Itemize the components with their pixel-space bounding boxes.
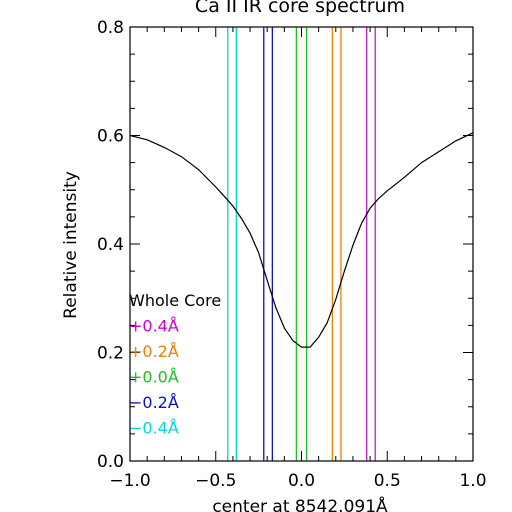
y-tick-label-0: 0.0 bbox=[97, 452, 124, 472]
x-tick-label-2: 0.0 bbox=[288, 471, 315, 491]
axes: −1.0 −0.5 0.0 0.5 1.0 0.0 0.2 0.4 0.6 0.8 bbox=[97, 18, 487, 491]
x-tick-label-3: 0.5 bbox=[374, 471, 401, 491]
series-layer bbox=[130, 132, 473, 348]
x-axis-label: center at 8542.091Å bbox=[212, 495, 388, 512]
legend: Whole Core +0.4Å +0.2Å +0.0Å −0.2Å −0.4Å bbox=[129, 291, 221, 438]
x-tick-label-4: 1.0 bbox=[459, 471, 486, 491]
plot-frame bbox=[129, 26, 474, 462]
wavelength-markers bbox=[227, 27, 376, 461]
y-tick-label-1: 0.2 bbox=[97, 344, 124, 364]
spectrum-line-0 bbox=[130, 132, 473, 348]
legend-entry-4: −0.2Å bbox=[129, 393, 179, 412]
legend-entry-5: −0.4Å bbox=[129, 419, 179, 438]
legend-entry-3: +0.0Å bbox=[129, 368, 179, 387]
chart-title: Ca II IR core spectrum bbox=[195, 0, 405, 17]
y-axis-label: Relative intensity bbox=[61, 171, 81, 319]
legend-entry-2: +0.2Å bbox=[129, 342, 179, 361]
x-tick-label-0: −1.0 bbox=[109, 471, 150, 491]
x-tick-label-1: −0.5 bbox=[195, 471, 236, 491]
legend-entry-0: Whole Core bbox=[129, 291, 221, 310]
legend-entry-1: +0.4Å bbox=[129, 317, 179, 336]
y-tick-label-3: 0.6 bbox=[97, 127, 124, 147]
y-tick-label-4: 0.8 bbox=[97, 18, 124, 38]
y-tick-label-2: 0.4 bbox=[97, 235, 124, 255]
